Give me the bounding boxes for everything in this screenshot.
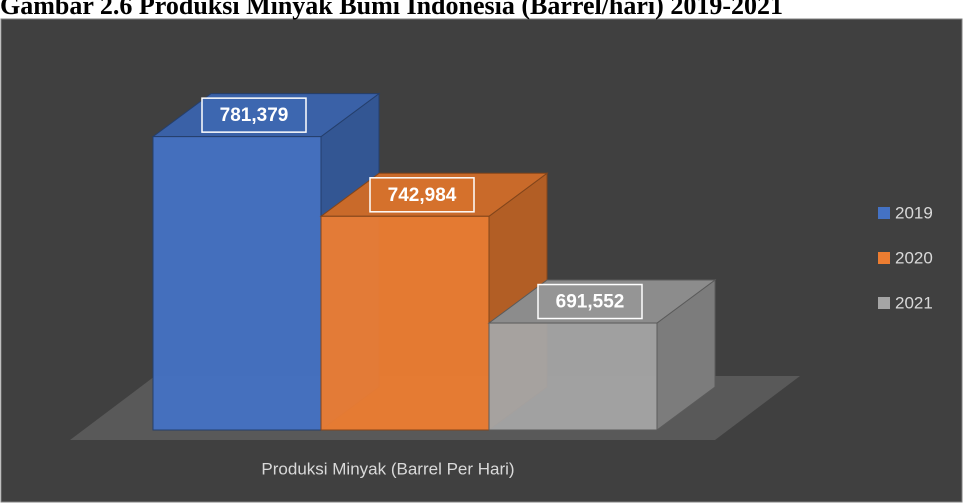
- category-label: Produksi Minyak (Barrel Per Hari): [261, 459, 514, 478]
- bar: [488, 322, 658, 431]
- data-label-box: [369, 177, 475, 213]
- chart-title: Gambar 2.6 Produksi Minyak Bumi Indonesi…: [0, 0, 783, 20]
- bar: [152, 136, 322, 431]
- bar: [320, 215, 490, 431]
- data-label: 742,984: [388, 185, 457, 206]
- legend-label: 2019: [895, 203, 933, 222]
- legend: 2019 2020 2021: [878, 203, 933, 312]
- legend-swatch: [878, 297, 890, 309]
- data-label-box: [537, 283, 643, 320]
- data-label: 781,379: [220, 105, 289, 126]
- legend-label: 2020: [895, 248, 933, 267]
- legend-swatch: [878, 207, 890, 219]
- data-label: 691,552: [556, 292, 625, 313]
- legend-swatch: [878, 252, 890, 264]
- legend-label: 2021: [895, 293, 933, 312]
- data-label-box: [201, 97, 307, 133]
- bars: 781,379 742,984 691,552: [151, 92, 717, 431]
